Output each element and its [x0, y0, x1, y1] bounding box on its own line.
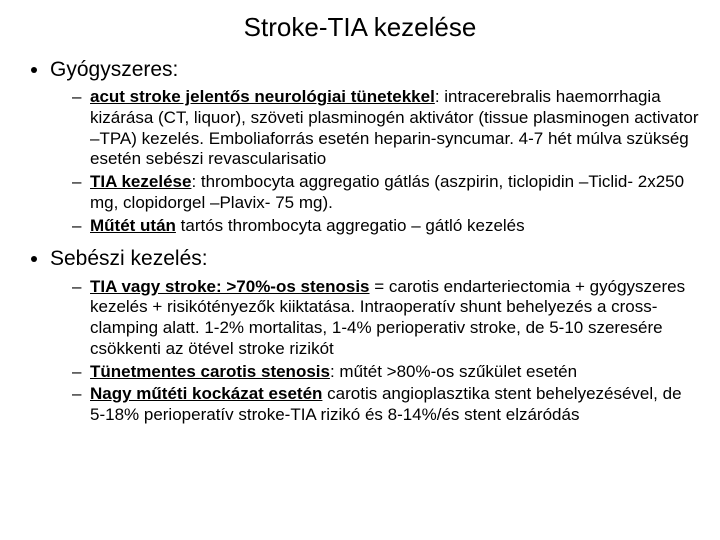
sub-item-lead: Nagy műtéti kockázat esetén	[90, 384, 322, 403]
sub-list-2: TIA vagy stroke: >70%-os stenosis = caro…	[50, 277, 700, 426]
sub-item-rest: tartós thrombocyta aggregatio – gátló ke…	[176, 216, 525, 235]
sub-item-lead: TIA kezelése	[90, 172, 191, 191]
sub-list-1: acut stroke jelentős neurológiai tünetek…	[50, 87, 700, 236]
section-heading-2: Sebészi kezelés: TIA vagy stroke: >70%-o…	[50, 246, 700, 425]
sub-item-lead: acut stroke jelentős neurológiai tünetek…	[90, 87, 435, 106]
sub-item: Nagy műtéti kockázat esetén carotis angi…	[72, 384, 700, 425]
sub-item: acut stroke jelentős neurológiai tünetek…	[72, 87, 700, 170]
slide-title: Stroke-TIA kezelése	[20, 12, 700, 43]
section-heading-2-text: Sebészi kezelés:	[50, 247, 208, 270]
sub-item-lead: Műtét után	[90, 216, 176, 235]
section-heading-1-text: Gyógyszeres:	[50, 58, 178, 81]
slide: Stroke-TIA kezelése Gyógyszeres: acut st…	[0, 0, 720, 540]
bullet-list: Gyógyszeres: acut stroke jelentős neurol…	[20, 57, 700, 426]
sub-item-rest: : műtét >80%-os szűkület esetén	[330, 362, 577, 381]
sub-item: Tünetmentes carotis stenosis: műtét >80%…	[72, 362, 700, 383]
sub-item: Műtét után tartós thrombocyta aggregatio…	[72, 216, 700, 237]
section-heading-1: Gyógyszeres: acut stroke jelentős neurol…	[50, 57, 700, 236]
sub-item: TIA vagy stroke: >70%-os stenosis = caro…	[72, 277, 700, 360]
sub-item-lead: TIA vagy stroke: >70%-os stenosis	[90, 277, 370, 296]
sub-item: TIA kezelése: thrombocyta aggregatio gát…	[72, 172, 700, 213]
sub-item-lead: Tünetmentes carotis stenosis	[90, 362, 330, 381]
